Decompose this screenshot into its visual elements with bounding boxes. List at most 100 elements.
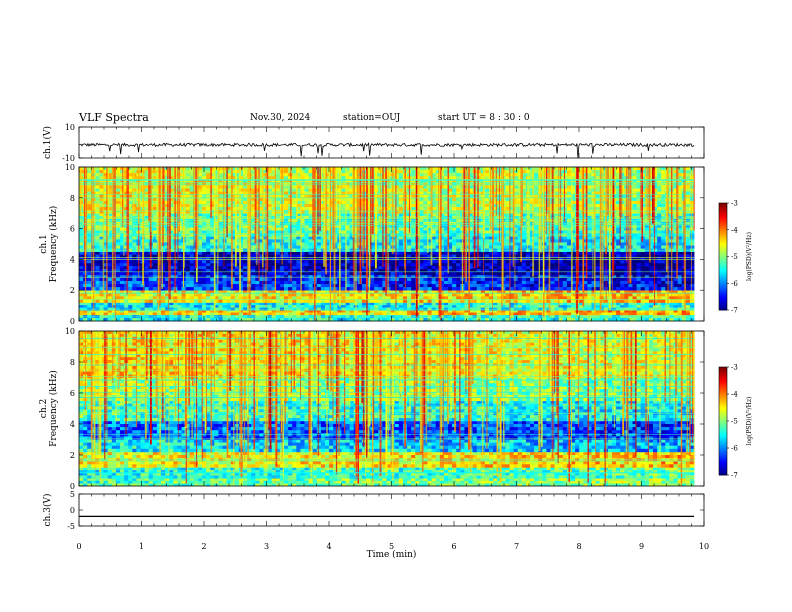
ch1-spectrogram-cell <box>484 271 490 276</box>
ch1-spectrogram-cell <box>292 305 297 308</box>
ch1-spectrogram-cell <box>107 310 113 313</box>
ch1-spectrogram-cell <box>661 254 666 258</box>
ch1-spectrogram-cell <box>431 260 437 264</box>
ch1-spectrogram-cell <box>497 305 502 308</box>
ch1-spectrogram-cell <box>107 254 113 258</box>
ch1-spectrogram-cell <box>468 254 473 258</box>
ch1-spectrogram-cell <box>476 260 482 264</box>
ch1-spectrogram-cell <box>509 310 514 313</box>
ch1-spectrogram-cell <box>206 284 211 288</box>
ch1-spectrogram-cell <box>583 236 588 240</box>
ch1-spectrogram-cell <box>644 260 650 264</box>
ch1-spectrogram-cell <box>456 245 461 249</box>
ch1-spectrogram-cell <box>136 293 141 297</box>
ch1-spectrogram-cell <box>443 242 449 246</box>
ch1-spectrogram-cell <box>107 299 113 303</box>
ch1-spectrogram-cell <box>304 213 309 217</box>
ch1-spectrogram-cell <box>79 287 84 291</box>
ch1-spectrogram-cell <box>456 257 461 261</box>
ch1-spectrogram-cell <box>95 274 100 279</box>
ch1-spectrogram-cell <box>431 290 437 294</box>
ch1-spectrogram-cell <box>657 260 662 264</box>
ch1-spectrogram-cell <box>243 242 248 246</box>
ch1-spectrogram-cell <box>550 257 555 261</box>
ch1-spectrogram-cell <box>238 239 244 243</box>
ch1-spectrogram-cell <box>587 271 592 276</box>
ch1-spectrogram-cell <box>616 312 621 316</box>
ch1-spectrogram-cell <box>431 213 437 217</box>
ch1-spectrogram-cell <box>468 271 473 276</box>
ch1-spectrogram-cell <box>234 245 240 249</box>
ch1-spectrogram-cell <box>587 277 592 282</box>
ch1-spectrogram-cell <box>407 312 412 316</box>
ch1-spectrogram-cell <box>521 280 527 285</box>
ch1-spectrogram-cell <box>197 277 203 282</box>
ch1-spectrogram-cell <box>534 277 539 282</box>
ch1-spectrogram-cell <box>443 277 449 282</box>
ch1-spectrogram-cell <box>685 213 691 217</box>
ch1-spectrogram-cell <box>296 299 301 303</box>
ch1-spectrogram-cell <box>591 293 596 297</box>
ch1-spectrogram-cell <box>284 263 289 267</box>
ch1-spectrogram-cell <box>657 213 662 217</box>
ch1-spectrogram-cell <box>210 213 215 217</box>
ch1-spectrogram-cell <box>152 277 158 282</box>
ch1-spectrogram-cell <box>616 213 621 217</box>
ch1-spectrogram-cell <box>452 251 457 255</box>
ch1-spectrogram-cell <box>99 284 104 288</box>
ch1-spectrogram-cell <box>402 293 408 297</box>
ch1-spectrogram-cell <box>255 290 260 294</box>
ch1-spectrogram-cell <box>452 317 457 322</box>
ch1-spectrogram-cell <box>206 317 211 322</box>
ch1-spectrogram-cell <box>394 310 400 313</box>
ch1-spectrogram-cell <box>505 263 510 267</box>
ch1-spectrogram-cell <box>554 280 560 285</box>
ch1-spectrogram-cell <box>169 274 174 279</box>
ch1-spectrogram-cell <box>657 293 662 297</box>
ch1-spectrogram-cell <box>509 266 514 270</box>
ch1-spectrogram-cell <box>107 312 113 316</box>
ch1-spectrogram-cell <box>493 242 498 246</box>
ch1-spectrogram-cell <box>136 296 141 300</box>
ch1-spectrogram-cell <box>448 280 453 285</box>
ch1-spectrogram-cell <box>427 290 432 294</box>
ch1-spectrogram-cell <box>673 260 678 264</box>
ch1-spectrogram-cell <box>587 310 592 313</box>
ch1-spectrogram-cell <box>493 260 498 264</box>
ch1-spectrogram-cell <box>148 302 154 306</box>
ch1-spectrogram-cell <box>648 287 654 291</box>
ch1-spectrogram-cell <box>480 305 486 308</box>
ch1-spectrogram-cell <box>185 269 191 273</box>
ch1-spectrogram-cell <box>530 284 535 288</box>
ch1-spectrogram-cell <box>448 269 453 273</box>
ch1-spectrogram-cell <box>599 287 605 291</box>
ch1-spectrogram-cell <box>120 263 125 267</box>
ch1-spectrogram-cell <box>566 251 572 255</box>
ch1-spectrogram-cell <box>583 280 588 285</box>
ch1-spectrogram-cell <box>341 305 346 308</box>
ch1-spectrogram-cell <box>284 277 289 282</box>
ch1-spectrogram-cell <box>538 260 543 264</box>
ch1-spectrogram-cell <box>661 213 666 217</box>
ch1-spectrogram-cell <box>476 251 482 255</box>
ch1-spectrogram-cell <box>517 310 523 313</box>
ch1-spectrogram-cell <box>87 254 92 258</box>
ch1-spectrogram-cell <box>95 213 100 217</box>
ch1-spectrogram-cell <box>493 213 498 217</box>
ch1-spectrogram-cell <box>87 269 92 273</box>
ch1-spectrogram-cell <box>677 245 683 249</box>
ch1-spectrogram-cell <box>230 263 236 267</box>
ch1-spectrogram-cell <box>521 245 527 249</box>
ch1-spectrogram-cell <box>439 213 445 217</box>
ch1-spectrogram-cell <box>341 251 346 255</box>
ch1-spectrogram-cell <box>296 305 301 308</box>
ch1-spectrogram-cell <box>210 257 215 261</box>
ch1-spectrogram-cell <box>489 277 494 282</box>
ch1-spectrogram-cell <box>480 312 486 316</box>
ch1-spectrogram-cell <box>259 239 264 243</box>
ch1-spectrogram-cell <box>107 266 113 270</box>
ch1-spectrogram-cell <box>161 266 166 270</box>
ch1-spectrogram-cell <box>456 302 461 306</box>
ch1-spectrogram-cell <box>271 290 277 294</box>
ch1-spectrogram-cell <box>394 251 400 255</box>
